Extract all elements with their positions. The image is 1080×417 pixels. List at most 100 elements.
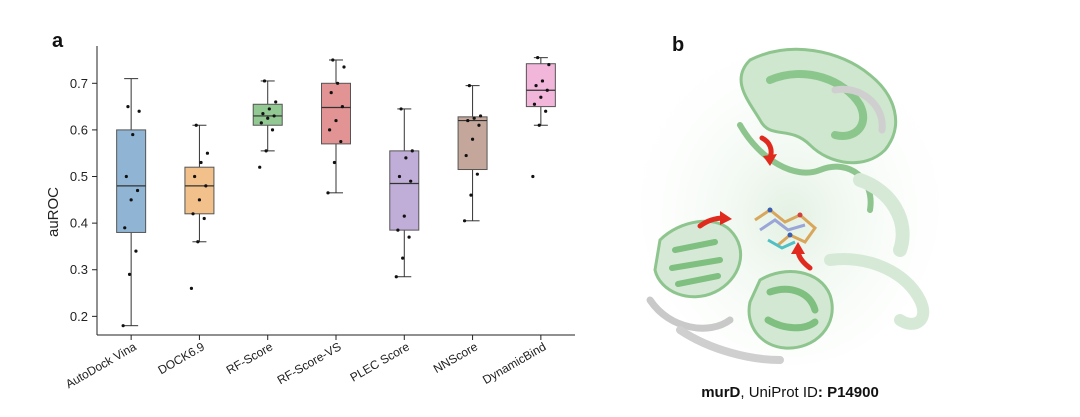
x-tick-label: DynamicBind	[480, 339, 548, 386]
data-point	[191, 212, 195, 216]
y-axis-label: auROC	[45, 187, 62, 237]
data-point	[396, 228, 400, 232]
boxes	[116, 56, 556, 328]
y-tick-label: 0.2	[70, 309, 88, 324]
data-point	[129, 198, 133, 202]
x-tick-label: RF-Score	[224, 339, 276, 377]
helix-ribbon	[764, 285, 819, 332]
data-point	[266, 116, 270, 120]
helix-ribbon	[853, 173, 910, 257]
box-iqr	[525, 63, 556, 108]
data-point	[131, 132, 135, 137]
data-point	[328, 128, 332, 132]
helix-ribbon	[824, 253, 930, 330]
data-point	[462, 219, 467, 223]
data-point	[470, 137, 475, 141]
data-point	[329, 91, 333, 95]
data-point	[539, 95, 543, 99]
data-point	[261, 111, 265, 116]
y-tick-label: 0.7	[70, 76, 88, 91]
data-point	[332, 160, 336, 165]
uniprot-id: : P14900	[817, 384, 879, 401]
data-point	[399, 107, 403, 111]
data-point	[326, 191, 330, 195]
data-point	[270, 128, 275, 132]
y-tick-label: 0.4	[70, 216, 88, 231]
data-point	[262, 79, 267, 83]
data-point	[466, 118, 470, 123]
helix-ribbon	[747, 270, 834, 350]
data-point	[407, 235, 411, 239]
ligand-sticks	[754, 207, 818, 250]
data-point	[137, 109, 141, 113]
data-point	[401, 256, 405, 260]
box-iqr	[184, 166, 215, 215]
box-group	[116, 78, 147, 328]
protein-structure-image	[640, 35, 940, 365]
protein-cartoon	[640, 35, 940, 365]
data-point	[134, 249, 138, 253]
data-point	[477, 123, 481, 127]
x-ticks: AutoDock Vina DOCK6.9 RF-Score RF-Score-VS P…	[63, 335, 548, 391]
data-point	[127, 272, 132, 277]
helix-ribbon	[676, 326, 784, 364]
data-point	[264, 149, 268, 153]
helix-ribbon	[766, 70, 868, 140]
data-point	[340, 104, 344, 109]
data-point	[193, 174, 197, 179]
data-point	[267, 107, 271, 111]
box-iqr	[389, 150, 420, 231]
protein-caption: murD, UniProt ID: P14900	[660, 384, 920, 401]
data-point	[534, 84, 538, 88]
y-tick-label: 0.3	[70, 262, 88, 277]
x-tick-label: PLEC Score	[348, 339, 412, 384]
data-point	[274, 100, 278, 104]
data-point	[544, 109, 548, 113]
data-point	[336, 81, 340, 85]
data-point	[259, 121, 263, 125]
data-point	[475, 172, 479, 176]
data-point	[342, 65, 346, 69]
data-point	[121, 324, 125, 328]
data-point	[536, 56, 540, 60]
y-ticks: 0.2 0.3 0.4 0.5 0.6 0.7	[70, 76, 97, 324]
data-point	[196, 240, 200, 244]
data-point	[123, 226, 127, 230]
data-point	[540, 79, 545, 83]
data-point	[124, 174, 128, 179]
data-point	[537, 123, 541, 127]
box-group	[389, 107, 420, 279]
data-point	[409, 179, 413, 183]
auroc-boxplot-chart: auROC 0.2 0.3 0.4 0.5 0.6 0.7 AutoDock Vina DO…	[45, 46, 575, 391]
box-iqr	[321, 82, 351, 145]
x-tick-label: DOCK6.9	[155, 339, 207, 377]
data-point	[194, 123, 198, 127]
sheet-ribbon	[669, 239, 723, 287]
data-point	[402, 214, 406, 218]
box-group	[457, 84, 488, 223]
data-point	[469, 193, 473, 197]
data-point	[272, 114, 276, 118]
data-point	[410, 149, 414, 153]
x-tick-label: NNScore	[431, 339, 480, 376]
x-tick-label: AutoDock Vina	[63, 339, 139, 391]
data-point	[394, 275, 398, 279]
sheet-ribbon	[653, 219, 743, 299]
box-group	[184, 123, 215, 290]
box-iqr	[252, 103, 283, 126]
data-point	[547, 63, 551, 67]
data-point	[205, 151, 210, 155]
data-point	[334, 118, 338, 123]
data-point	[204, 184, 208, 188]
data-point	[135, 188, 140, 193]
data-point	[189, 286, 194, 290]
x-tick-label: RF-Score-VS	[275, 339, 344, 387]
data-point	[531, 174, 535, 179]
data-point	[397, 174, 402, 179]
y-tick-label: 0.6	[70, 122, 88, 137]
caption-uniprot-label: , UniProt ID	[740, 384, 818, 401]
box-iqr	[116, 129, 147, 233]
box-group	[252, 79, 283, 169]
helix-ribbon	[831, 85, 886, 134]
sheet-ribbon	[646, 296, 734, 332]
